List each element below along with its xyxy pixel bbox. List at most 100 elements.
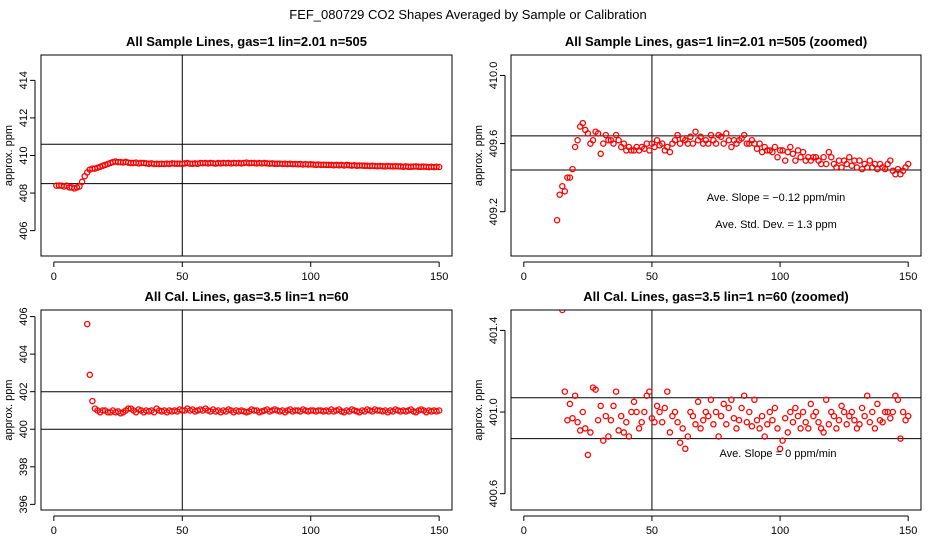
data-point	[771, 404, 779, 412]
data-point	[766, 408, 774, 416]
y-tick-label: 412	[18, 109, 30, 127]
data-point	[761, 433, 768, 440]
y-tick-label: 408	[18, 184, 30, 202]
data-point	[851, 416, 858, 424]
data-point	[635, 425, 643, 432]
data-point	[846, 153, 853, 161]
y-tick-label: 406	[18, 307, 30, 325]
y-tick-label: 409.2	[488, 198, 500, 226]
data-point	[789, 150, 797, 158]
data-point	[582, 425, 589, 432]
data-point	[848, 162, 856, 169]
data-point	[728, 396, 735, 404]
data-point	[799, 408, 807, 416]
data-point	[889, 408, 897, 416]
data-point	[707, 131, 715, 139]
data-point	[76, 183, 83, 190]
data-point	[689, 140, 697, 147]
data-point	[561, 388, 569, 395]
data-point	[692, 421, 699, 428]
y-tick-label: 414	[18, 71, 30, 89]
data-point	[559, 182, 566, 190]
data-point	[830, 412, 838, 420]
data-point	[899, 408, 907, 416]
data-point	[835, 157, 843, 164]
data-point	[638, 418, 645, 426]
data-points	[553, 119, 912, 224]
data-point	[820, 429, 827, 436]
data-point	[86, 371, 94, 379]
data-point	[881, 408, 889, 416]
data-point	[574, 136, 581, 144]
data-point	[753, 416, 761, 424]
data-point	[828, 153, 835, 161]
y-tick-label: 409.6	[488, 130, 500, 158]
x-tick-label: 100	[771, 525, 789, 537]
plot-frame	[510, 309, 922, 511]
data-point	[561, 188, 569, 195]
data-point	[605, 136, 612, 144]
data-point	[666, 148, 674, 156]
y-tick-label: 400.6	[488, 480, 500, 508]
panel-title: All Cal. Lines, gas=3.5 lin=1 n=60 (zoom…	[583, 289, 849, 304]
data-point	[838, 164, 845, 171]
data-point	[792, 157, 799, 164]
data-point	[694, 398, 702, 406]
data-point	[78, 178, 86, 186]
y-tick-label: 410.0	[488, 62, 500, 90]
x-tick-label: 0	[51, 271, 57, 283]
data-point	[822, 396, 830, 404]
data-point	[705, 140, 712, 147]
data-point	[566, 400, 574, 408]
data-point	[725, 136, 733, 144]
data-point	[697, 133, 704, 141]
y-tick-label: 396	[18, 495, 30, 513]
data-point	[774, 425, 781, 432]
y-axis-label: approx. ppm	[3, 125, 15, 186]
data-point	[794, 147, 802, 154]
data-point	[758, 412, 766, 420]
data-point	[600, 140, 607, 147]
y-tick-label: 402	[18, 383, 30, 401]
data-point	[605, 433, 612, 440]
data-point	[671, 408, 679, 416]
data-point	[435, 163, 443, 171]
data-point	[617, 412, 625, 420]
data-point	[743, 140, 751, 147]
data-point	[671, 136, 679, 144]
data-point	[712, 408, 720, 416]
panel-title: All Sample Lines, gas=1 lin=2.01 n=505	[126, 34, 367, 49]
data-point	[904, 412, 912, 420]
data-point	[707, 396, 715, 404]
data-point	[866, 418, 874, 426]
data-point	[730, 414, 738, 422]
data-point	[871, 425, 879, 432]
data-point	[799, 148, 807, 156]
data-point	[776, 445, 784, 453]
data-point	[879, 418, 886, 426]
chart-panel-2: All Sample Lines, gas=1 lin=2.01 n=505 (…	[473, 34, 922, 283]
data-point	[866, 157, 874, 164]
y-axis-label: approx. ppm	[473, 379, 485, 440]
data-point	[904, 160, 912, 168]
data-point	[771, 143, 779, 151]
data-point	[676, 140, 684, 147]
data-point	[874, 165, 881, 173]
data-point	[689, 412, 697, 420]
data-point	[615, 427, 622, 434]
data-point	[825, 148, 833, 156]
data-point	[597, 150, 604, 158]
data-point	[630, 398, 638, 406]
data-point	[620, 429, 628, 436]
data-point	[610, 140, 617, 147]
x-tick-label: 150	[899, 271, 917, 283]
data-points	[53, 158, 443, 192]
data-point	[792, 404, 799, 412]
data-point	[746, 408, 753, 416]
figure-title: FEF_080729 CO2 Shapes Averaged by Sample…	[289, 7, 646, 22]
y-tick-label: 401.4	[488, 317, 500, 345]
x-tick-label: 150	[430, 271, 448, 283]
data-point	[815, 418, 822, 426]
panel-title: All Sample Lines, gas=1 lin=2.01 n=505 (…	[565, 34, 867, 49]
data-point	[615, 136, 622, 144]
